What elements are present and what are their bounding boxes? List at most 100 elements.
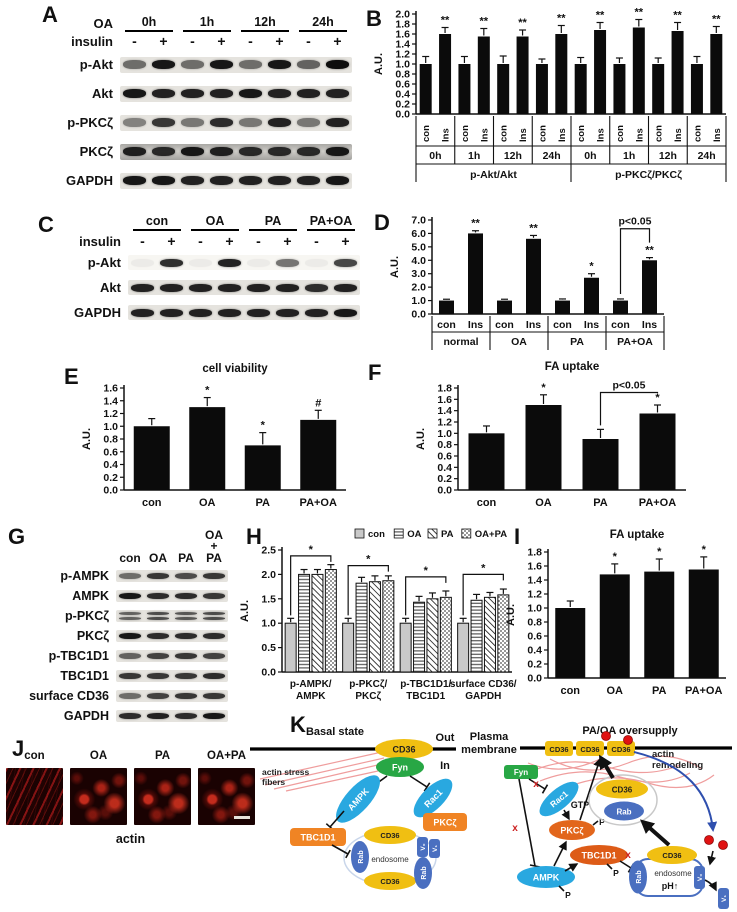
blot-row-label: AMPK: [72, 589, 109, 603]
blot-lane: [178, 144, 207, 160]
blot-lane: [116, 690, 144, 702]
blot-strip-area: [128, 250, 360, 275]
protein-band: [175, 653, 197, 659]
protein-band: [239, 89, 262, 98]
blot-row-label: GAPDH: [63, 709, 109, 723]
blot-lane: [294, 86, 323, 102]
y-tick-label: 0.4: [103, 459, 118, 471]
blot-strip-area: [116, 626, 228, 646]
x-bar-label: Ins: [468, 319, 483, 331]
blot-strip: [128, 305, 360, 320]
x-bar-label: con: [654, 125, 665, 142]
significance-bracket: [462, 573, 504, 616]
bracket-label: *: [481, 562, 486, 574]
actin-stress-fiber-line: [264, 757, 385, 786]
x-bar-label: con: [437, 319, 456, 331]
fatty-acid-dot: [623, 735, 633, 745]
v1-atpase-node: [429, 839, 440, 858]
panel-e-bar-chart: cell viability 0.0 0.2 0.4 0.6 0.8 1.0 1.2 1.4 1.…: [66, 358, 362, 519]
protein-band: [326, 60, 349, 69]
ampk-tbc1d1-arrow: [564, 863, 579, 872]
bar-chart-E: cell viability 0.00.20.40.60.81.01.21.41.…: [81, 363, 346, 509]
rab-label: Rab: [421, 866, 428, 879]
y-tick-label: 1.0: [395, 59, 410, 71]
fa-into-endosome-arrow: [707, 850, 717, 866]
bar: [468, 233, 483, 314]
y-axis-label: A.U.: [505, 604, 517, 626]
bracket-label: p<0.05: [619, 216, 652, 228]
blot-strip: [120, 56, 352, 73]
x-bar-label: Ins: [526, 319, 541, 331]
protein-band: [119, 593, 141, 599]
blot-row-label: Akt: [92, 86, 113, 101]
protein-band: [203, 573, 225, 579]
y-tick-label: 0.4: [437, 462, 452, 474]
blot-band-row: PKCζ: [6, 626, 228, 646]
ampk-node: [517, 866, 575, 888]
blot-row-label: surface CD36: [29, 689, 109, 703]
significance-label: *: [702, 544, 707, 556]
x-category-label: PA+OA: [639, 497, 676, 509]
insulin-sign: +: [225, 233, 234, 249]
protein-band: [203, 693, 225, 699]
bar: [639, 413, 676, 490]
protein-band: [123, 176, 146, 185]
protein-band: [175, 593, 197, 599]
bar: [599, 574, 630, 678]
protein-band: [297, 118, 320, 127]
blot-lane: [236, 115, 265, 131]
panel-d-bar-chart: 0.0 1.0 2.0 3.0 4.0 5.0 6.0 7.0 A.U. ** ** * ** con In…: [388, 204, 688, 363]
protein-band: [123, 147, 146, 156]
x-category-label: AMPK: [296, 691, 326, 702]
protein-band: [147, 673, 169, 679]
y-tick-label: 0.6: [527, 631, 542, 643]
plasma-membrane-label: Plasma: [470, 731, 509, 743]
x-category-label: con: [560, 685, 580, 697]
x-bar-label: con: [615, 125, 626, 142]
protein-band: [175, 612, 197, 615]
protein-band: [239, 147, 262, 156]
protein-band: [147, 713, 169, 719]
bar: [555, 608, 586, 678]
blot-lane: [302, 255, 331, 270]
fyn-label: Fyn: [514, 768, 528, 777]
protein-band: [239, 60, 262, 69]
blot-lane: [273, 305, 302, 320]
protein-band: [181, 147, 204, 156]
pkcz-node: [423, 813, 467, 831]
bar: [342, 622, 355, 673]
y-tick-label: 0.0: [411, 309, 426, 321]
x-bar-label: Ins: [441, 128, 452, 142]
protein-band: [334, 258, 357, 267]
bracket-label: *: [424, 565, 429, 577]
protein-band: [119, 617, 141, 620]
blot-lane-label: OA: [149, 550, 167, 565]
panel-g-label: G: [8, 524, 26, 549]
bar: [642, 260, 657, 314]
protein-band: [175, 693, 197, 699]
blot-row-label: p-Akt: [87, 255, 121, 270]
significance-label: *: [589, 261, 594, 273]
significance-label: #: [315, 397, 321, 409]
y-tick-label: 1.5: [261, 593, 276, 605]
blot-lane: [200, 590, 228, 602]
protein-band: [239, 176, 262, 185]
blot-lane: [144, 650, 172, 662]
protein-band: [152, 118, 175, 127]
protein-band: [326, 147, 349, 156]
phospho-tick: [558, 885, 565, 892]
bar: [244, 445, 281, 490]
blot-lane: [144, 630, 172, 642]
blocked-x-mark: x: [625, 850, 631, 861]
bar: [311, 573, 324, 673]
blot-lane: [236, 144, 265, 160]
protein-band: [131, 308, 154, 317]
blot-lane: [186, 305, 215, 320]
cd36-label: CD36: [392, 745, 415, 755]
blot-row-label: insulin: [71, 33, 113, 49]
bar: [644, 571, 675, 678]
x-category-label: PA+OA: [685, 685, 722, 697]
protein-band: [210, 89, 233, 98]
y-tick-label: 0.6: [103, 446, 118, 458]
protein-band: [210, 118, 233, 127]
